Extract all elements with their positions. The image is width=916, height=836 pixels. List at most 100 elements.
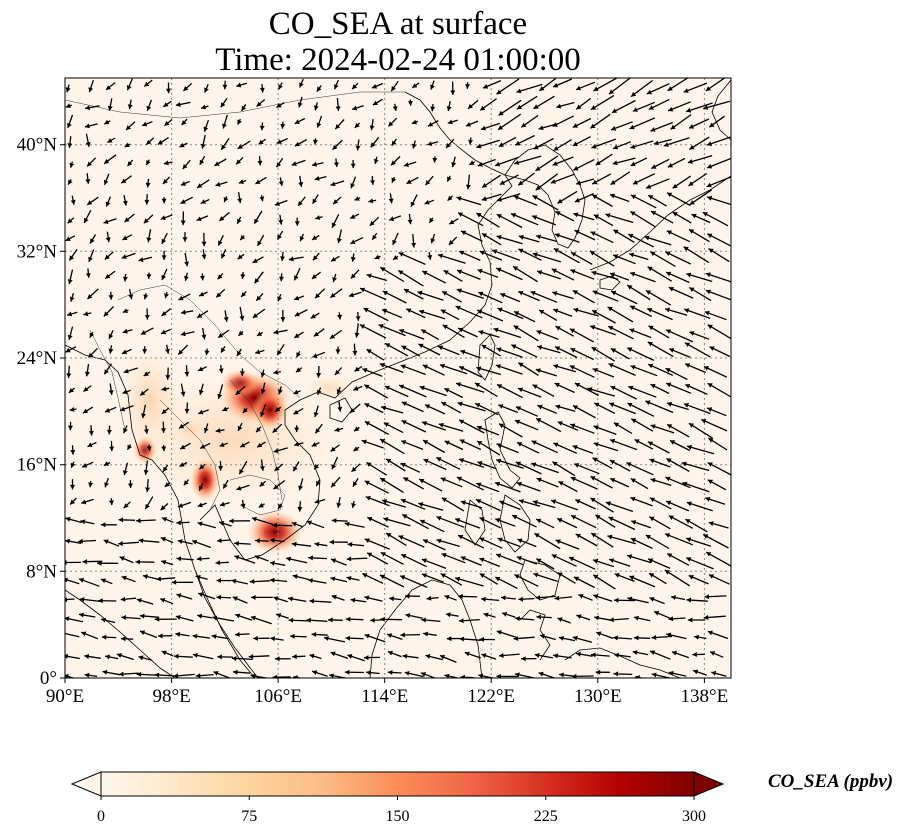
wind-arrow-head <box>430 84 435 90</box>
wind-arrow-head <box>554 233 560 238</box>
wind-arrow-head <box>411 143 417 149</box>
wind-arrow-head <box>105 201 111 207</box>
wind-arrow-head <box>689 287 695 292</box>
wind-arrow <box>705 272 731 283</box>
wind-arrow-head <box>250 615 256 621</box>
wind-arrow-head <box>534 652 540 658</box>
wind-arrow-head <box>161 255 167 260</box>
coastline-mainland-asia <box>65 344 256 678</box>
wind-arrow-head <box>668 287 674 292</box>
wind-arrow-head <box>215 181 221 187</box>
wind-arrow-head <box>146 105 152 111</box>
wind-arrow-head <box>497 537 503 543</box>
wind-arrow <box>587 387 615 397</box>
wind-arrow-head <box>574 576 580 582</box>
wind-arrow-head <box>458 535 464 540</box>
wind-arrow-head <box>294 333 300 338</box>
wind-arrow-head <box>411 242 417 248</box>
wind-arrow-head <box>123 503 129 509</box>
wind-arrow-head <box>687 159 693 164</box>
wind-arrow <box>496 459 524 469</box>
wind-arrow-head <box>670 124 676 130</box>
wind-arrow-head <box>538 125 544 131</box>
wind-arrow-head <box>519 499 524 504</box>
wind-arrow-head <box>316 480 321 487</box>
wind-arrow-head <box>183 86 189 91</box>
wind-arrow-head <box>330 446 336 452</box>
wind-arrow-head <box>405 613 411 618</box>
wind-arrow-head <box>252 313 258 318</box>
wind-arrow-head <box>689 229 695 234</box>
wind-arrow-head <box>280 256 285 261</box>
wind-arrow-head <box>255 538 260 544</box>
wind-arrow-head <box>498 404 504 409</box>
wind-arrow-head <box>705 272 711 278</box>
wind-arrow-head <box>236 82 242 88</box>
wind-arrow-head <box>200 199 206 204</box>
wind-arrow-head <box>555 346 561 351</box>
wind-arrow-head <box>667 401 673 407</box>
wind-arrow-head <box>237 144 243 149</box>
wind-arrow-head <box>570 348 576 353</box>
wind-arrow-head <box>350 239 356 244</box>
wind-arrow-head <box>223 483 228 489</box>
wind-arrow-head <box>252 258 258 263</box>
wind-arrow-head <box>88 87 94 93</box>
wind-arrow-head <box>613 229 619 235</box>
wind-arrow <box>454 577 484 587</box>
wind-arrow-head <box>483 612 489 618</box>
wind-arrow-head <box>330 334 336 339</box>
wind-arrow-head <box>66 373 72 378</box>
wind-arrow-head <box>67 334 73 340</box>
wind-arrow-head <box>383 422 389 427</box>
wind-arrow-head <box>216 292 222 298</box>
wind-arrow-head <box>439 363 445 369</box>
wind-arrow-head <box>259 125 265 131</box>
wind-arrow-head <box>630 194 636 200</box>
wind-arrow-head <box>198 389 204 395</box>
wind-arrow-head <box>128 294 134 300</box>
wind-arrow-head <box>475 403 481 408</box>
wind-arrow-head <box>143 294 149 300</box>
wind-arrow-head <box>297 102 303 108</box>
wind-arrow-head <box>666 458 672 463</box>
wind-arrow-head <box>634 635 639 641</box>
wind-arrow-head <box>201 104 207 110</box>
wind-arrow-head <box>589 251 595 256</box>
wind-arrow-head <box>576 104 582 110</box>
wind-arrow-head <box>707 324 713 330</box>
wind-arrow-head <box>368 198 374 204</box>
wind-arrow-head <box>215 428 221 433</box>
wind-arrow-head <box>593 214 599 220</box>
wind-arrow-head <box>333 162 339 167</box>
wind-arrow-head <box>536 614 542 620</box>
wind-arrow-head <box>400 364 406 370</box>
wind-arrow-head <box>446 106 452 111</box>
wind-arrow-head <box>391 177 397 183</box>
wind-arrow-head <box>514 160 520 165</box>
wind-arrow-head <box>611 108 617 113</box>
wind-arrow-head <box>65 560 67 565</box>
wind-arrow-head <box>352 481 358 487</box>
wind-arrow-head <box>364 384 370 390</box>
wind-arrow-head <box>65 616 70 622</box>
wind-arrow-head <box>610 478 616 483</box>
xtick-label-122: 122°E <box>467 686 515 707</box>
wind-arrow-head <box>65 236 71 241</box>
wind-arrow-head <box>380 616 385 622</box>
wind-arrow-head <box>370 180 375 185</box>
wind-arrow-head <box>372 234 377 240</box>
wind-arrow-head <box>627 285 633 290</box>
wind-arrow-head <box>350 256 356 262</box>
wind-arrow-head <box>455 305 461 311</box>
wind-arrow-head <box>535 368 541 374</box>
wind-arrow-head <box>257 240 262 246</box>
wind-arrow-head <box>276 103 282 108</box>
map-panel <box>65 78 731 678</box>
wind-arrow-head <box>444 594 450 600</box>
wind-arrow-head <box>666 271 672 277</box>
wind-arrow-head <box>373 158 379 164</box>
wind-arrow-head <box>556 103 562 109</box>
wind-arrow-head <box>259 481 265 487</box>
wind-arrow-head <box>557 518 563 523</box>
